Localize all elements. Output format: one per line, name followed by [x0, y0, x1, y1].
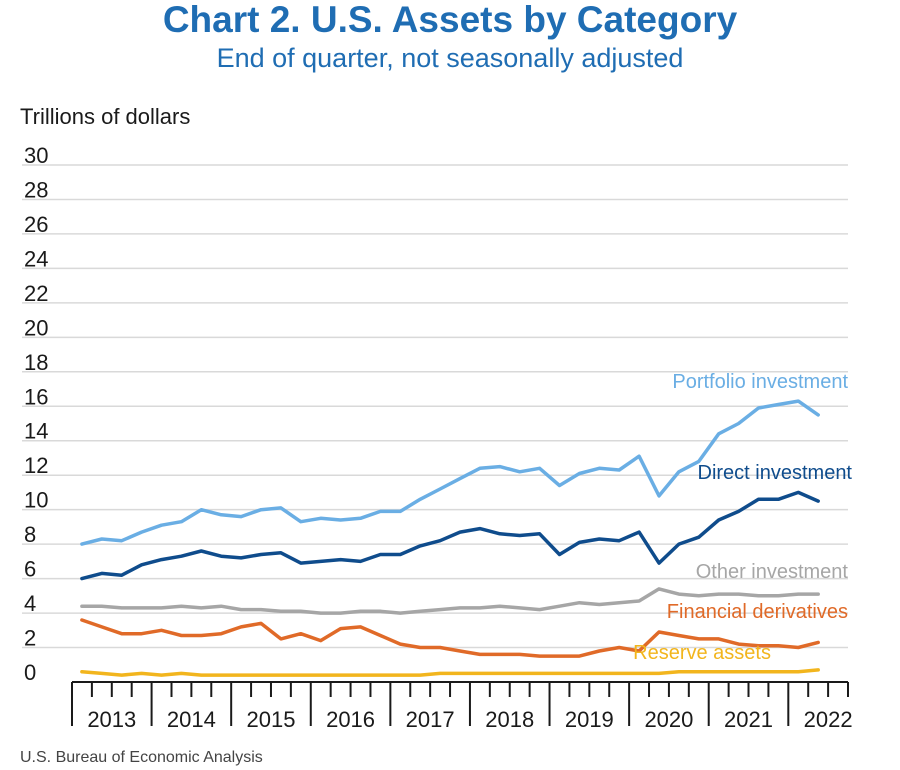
y-tick-label: 8 — [24, 522, 36, 547]
x-axis: 2013 2014 2015 2016 2017 2018 2019 2020 2021 2022 — [71, 681, 853, 732]
y-tick-label: 4 — [24, 591, 36, 616]
x-tick-label: 2020 — [644, 707, 693, 732]
x-tick-label: 2016 — [326, 707, 375, 732]
series-lines — [80, 399, 820, 677]
chart-title: Chart 2. U.S. Assets by Category — [162, 0, 738, 40]
y-tick-label: 22 — [24, 281, 48, 306]
series-label-direct-investment: Direct investment — [698, 462, 853, 484]
grid-lines — [22, 164, 848, 649]
source-note: U.S. Bureau of Economic Analysis — [20, 749, 263, 766]
y-tick-label: 12 — [24, 453, 48, 478]
x-tick-label: 2018 — [485, 707, 534, 732]
y-tick-label: 30 — [24, 143, 48, 168]
series-label-reserve-assets: Reserve assets — [633, 642, 771, 664]
y-tick-label: 16 — [24, 384, 48, 409]
y-tick-label: 10 — [24, 488, 48, 513]
y-axis-label: Trillions of dollars — [20, 104, 191, 129]
x-tick-label: 2014 — [167, 707, 216, 732]
x-tick-label: 2013 — [87, 707, 136, 732]
chart-subtitle: End of quarter, not seasonally adjusted — [216, 43, 684, 73]
series-label-financial-derivatives: Financial derivatives — [667, 601, 848, 623]
series-labels: Portfolio investment Direct investment Oth… — [633, 371, 852, 664]
y-tick-label: 14 — [24, 419, 48, 444]
y-tick-label: 18 — [24, 350, 48, 375]
x-tick-label: 2022 — [804, 707, 853, 732]
y-tick-label: 20 — [24, 315, 48, 340]
series-line-other-investment — [80, 587, 820, 615]
x-tick-label: 2015 — [246, 707, 295, 732]
y-tick-label: 6 — [24, 557, 36, 582]
x-tick-label: 2019 — [565, 707, 614, 732]
series-line-portfolio-investment — [80, 399, 820, 546]
y-tick-label: 26 — [24, 212, 48, 237]
x-tick-label: 2021 — [724, 707, 773, 732]
y-tick-label: 28 — [24, 177, 48, 202]
series-label-portfolio-investment: Portfolio investment — [672, 371, 848, 393]
series-label-other-investment: Other investment — [696, 561, 849, 583]
y-tick-label: 24 — [24, 246, 48, 271]
y-tick-label: 2 — [24, 626, 36, 651]
series-line-reserve-assets — [80, 668, 820, 677]
y-tick-label: 0 — [24, 660, 36, 685]
series-line-financial-derivatives — [80, 618, 820, 658]
series-line-direct-investment — [80, 490, 820, 581]
x-tick-label: 2017 — [406, 707, 455, 732]
